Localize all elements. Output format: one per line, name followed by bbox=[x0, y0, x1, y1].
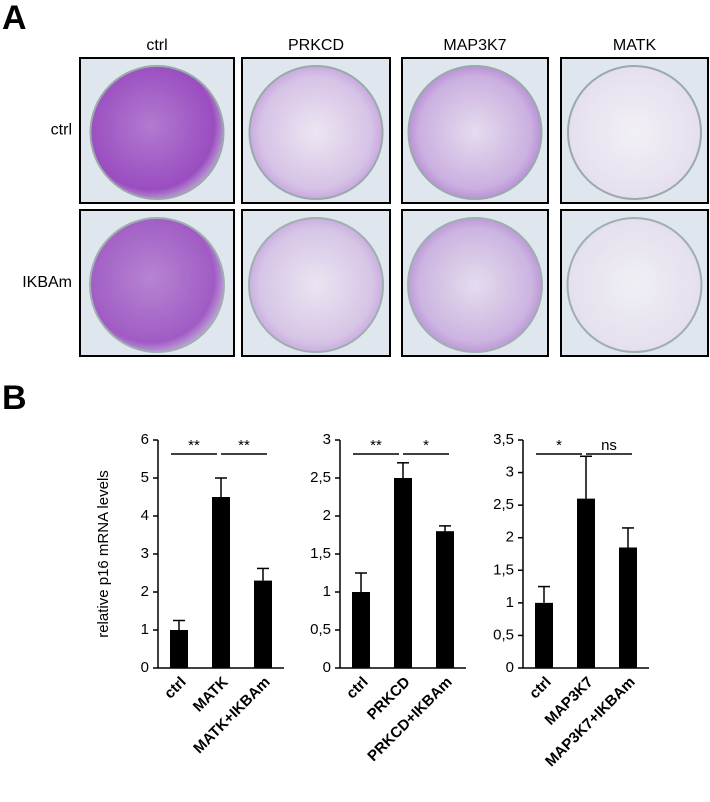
y-tick-label: 2,5 bbox=[310, 469, 331, 486]
significance-label: * bbox=[556, 437, 562, 454]
well bbox=[89, 65, 225, 200]
significance-label: * bbox=[423, 437, 429, 454]
x-tick-label: ctrl bbox=[526, 674, 555, 703]
well bbox=[567, 65, 702, 200]
bar bbox=[619, 547, 637, 668]
well-grid: ctrl PRKCD MAP3K7 MATK ctrl IKBAm bbox=[22, 37, 709, 357]
significance-label: ** bbox=[238, 437, 250, 454]
well bbox=[407, 65, 543, 200]
bar bbox=[170, 630, 188, 668]
y-tick-label: 1,5 bbox=[493, 561, 514, 578]
y-tick-label: 1 bbox=[141, 621, 149, 638]
y-tick-label: 2,5 bbox=[493, 496, 514, 513]
well bbox=[248, 65, 384, 200]
column-label: ctrl bbox=[146, 37, 167, 54]
significance-label: ** bbox=[370, 437, 382, 454]
well bbox=[566, 217, 703, 353]
y-tick-label: 0,5 bbox=[310, 621, 331, 638]
y-tick-label: 3,5 bbox=[493, 431, 514, 448]
well bbox=[248, 217, 384, 353]
bar bbox=[535, 602, 553, 668]
y-tick-label: 6 bbox=[141, 431, 149, 448]
column-label: MAP3K7 bbox=[443, 37, 506, 54]
panel-label: B bbox=[2, 379, 27, 417]
y-tick-label: 3 bbox=[323, 431, 331, 448]
well bbox=[89, 217, 225, 353]
y-tick-label: 1 bbox=[506, 594, 514, 611]
y-tick-label: 0 bbox=[506, 659, 514, 676]
significance-label: ns bbox=[601, 437, 617, 454]
row-label: IKBAm bbox=[22, 274, 72, 291]
y-axis-label: relative p16 mRNA levels bbox=[95, 470, 112, 638]
y-tick-label: 2 bbox=[506, 529, 514, 546]
y-tick-label: 3 bbox=[141, 545, 149, 562]
column-label: PRKCD bbox=[288, 37, 344, 54]
y-tick-label: 5 bbox=[141, 469, 149, 486]
row-label: ctrl bbox=[51, 122, 72, 139]
y-tick-label: 2 bbox=[323, 507, 331, 524]
bar bbox=[254, 580, 272, 668]
bar bbox=[394, 478, 412, 668]
bar bbox=[577, 498, 595, 668]
significance-label: ** bbox=[188, 437, 200, 454]
bar bbox=[212, 497, 230, 668]
well bbox=[407, 217, 543, 353]
x-tick-label: ctrl bbox=[161, 674, 190, 703]
column-label: MATK bbox=[613, 37, 657, 54]
y-tick-label: 0 bbox=[323, 659, 331, 676]
x-tick-label: ctrl bbox=[343, 674, 372, 703]
y-tick-label: 1,5 bbox=[310, 545, 331, 562]
panel-label: A bbox=[2, 0, 27, 37]
y-tick-label: 0 bbox=[141, 659, 149, 676]
y-tick-label: 1 bbox=[323, 583, 331, 600]
x-tick-label: MATK+IKBAm bbox=[190, 674, 273, 757]
bar bbox=[352, 592, 370, 668]
bar bbox=[436, 531, 454, 668]
y-tick-label: 3 bbox=[506, 464, 514, 481]
y-tick-label: 2 bbox=[141, 583, 149, 600]
y-tick-label: 4 bbox=[141, 507, 149, 524]
y-tick-label: 0,5 bbox=[493, 626, 514, 643]
